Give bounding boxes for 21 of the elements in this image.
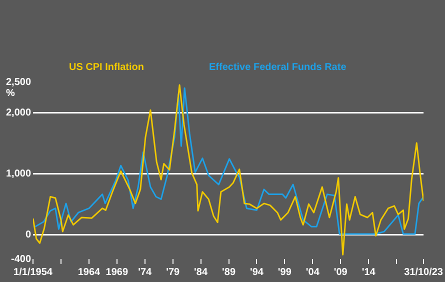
x-tick-label: '74 [138,266,152,278]
x-tick-label: '09 [334,266,348,278]
y-tick-label: 2,500 [6,76,32,88]
x-tick-label: '04 [306,266,320,278]
x-tick-label: 1964 [78,266,101,278]
x-tick-label: '14 [362,266,376,278]
y-tick-label: -400 [11,254,32,265]
x-tick-label: 1/1/1954 [14,266,53,278]
x-tick-label: 31/10/23 [404,266,444,278]
y-axis-title: % [6,88,15,99]
y-tick-label: 0 [25,229,32,240]
x-tick-label: '84 [194,266,208,278]
x-tick-label: 1969 [106,266,128,278]
y-tick-label: 2,000 [6,107,32,118]
y-tick-label: 1,000 [6,168,32,180]
x-tick-label: '94 [250,266,264,278]
x-tick-label: '89 [222,266,236,278]
text: Effective Federal Funds Rate [209,62,347,73]
x-tick-label: '79 [166,266,180,278]
text: US CPI Inflation [69,62,144,73]
x-tick-label: '99 [278,266,292,278]
